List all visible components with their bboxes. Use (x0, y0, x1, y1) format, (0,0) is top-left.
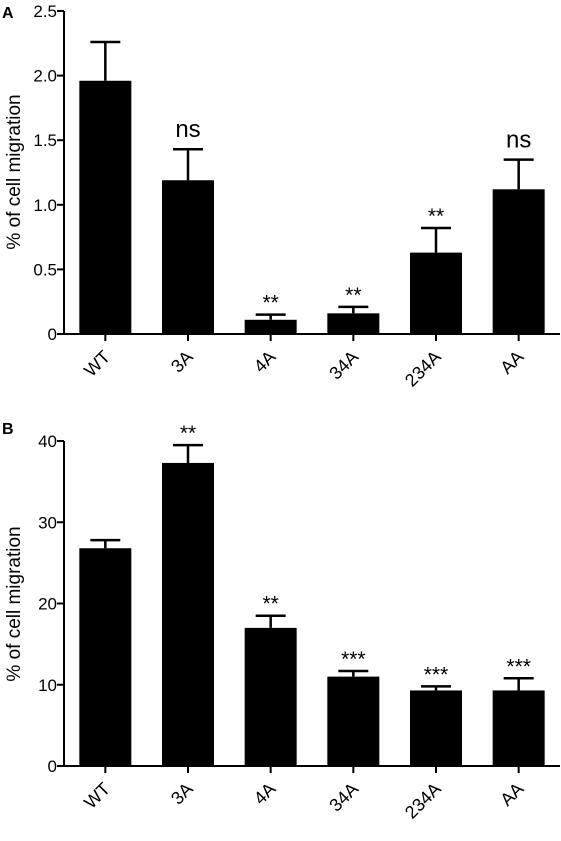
x-tick-label: 34A (325, 347, 362, 384)
bar (79, 80, 132, 334)
significance-label: ** (428, 205, 444, 228)
x-tick-label: 4A (250, 779, 280, 809)
y-tick-label: 2.5 (33, 2, 57, 21)
significance-label: ** (345, 284, 361, 307)
y-tick-label: 30 (38, 513, 57, 532)
x-tick-label: WT (80, 779, 114, 813)
x-tick-label: 4A (250, 347, 280, 377)
significance-label: *** (506, 655, 531, 678)
bar (162, 180, 214, 334)
bar (327, 676, 380, 766)
significance-label: ns (506, 127, 531, 154)
panel-b-chart: B 0 10 20 30 40 % of cell migration WT ** 3A ** 4A… (2, 421, 560, 823)
bar (492, 690, 545, 766)
panel-b-letter: B (2, 421, 14, 438)
significance-label: ** (262, 593, 278, 616)
significance-label: *** (341, 648, 366, 671)
y-tick-label: 2.0 (33, 67, 57, 86)
bar (327, 313, 380, 334)
panel-a-letter: A (2, 5, 14, 22)
y-tick-label: 0.5 (33, 260, 57, 279)
y-tick-label: 1.0 (33, 196, 57, 215)
bar (79, 548, 132, 766)
x-tick-label: 3A (167, 347, 197, 377)
x-tick-label: WT (80, 347, 114, 381)
significance-label: *** (424, 663, 449, 686)
x-tick-label: 3A (167, 779, 197, 809)
x-tick-label: 234A (401, 347, 445, 391)
bar (244, 319, 297, 334)
y-axis-title: % of cell migration (4, 94, 25, 249)
significance-label: ** (262, 292, 278, 315)
y-tick-label: 1.5 (33, 131, 57, 150)
x-tick-label: 234A (401, 779, 445, 823)
bar (410, 690, 462, 766)
x-tick-label: AA (496, 779, 527, 810)
y-tick-label: 0 (48, 325, 57, 344)
y-tick-label: 20 (38, 595, 57, 614)
y-tick-label: 40 (38, 432, 57, 451)
x-tick-label: 34A (325, 779, 362, 816)
y-tick-label: 0 (48, 757, 57, 776)
bar (244, 627, 297, 766)
y-axis-title: % of cell migration (4, 526, 25, 681)
significance-label: ns (175, 116, 200, 143)
y-tick-label: 10 (38, 676, 57, 695)
bar (162, 462, 214, 766)
x-tick-label: AA (496, 347, 527, 378)
bar (492, 189, 545, 334)
significance-label: ** (180, 422, 196, 445)
panel-a-chart: A 0 0.5 1.0 1.5 2.0 2.5 % of cell migration WT n… (2, 2, 560, 391)
bar (410, 252, 462, 334)
